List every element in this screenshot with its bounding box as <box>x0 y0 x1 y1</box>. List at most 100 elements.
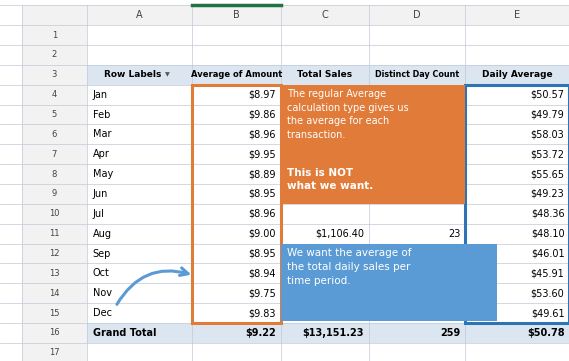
Text: $8.95: $8.95 <box>248 189 276 199</box>
Bar <box>369 65 465 85</box>
Bar <box>22 25 87 45</box>
Bar <box>22 5 87 25</box>
Text: C: C <box>321 10 328 20</box>
Text: Apr: Apr <box>93 149 110 159</box>
Text: B: B <box>233 10 240 20</box>
Bar <box>87 303 192 323</box>
Bar <box>465 25 569 45</box>
Bar <box>87 323 192 343</box>
Text: Oct: Oct <box>93 268 110 278</box>
Bar <box>22 264 87 283</box>
Text: Average of Amount: Average of Amount <box>191 70 282 79</box>
Text: Aug: Aug <box>93 229 112 239</box>
Text: $9.83: $9.83 <box>249 308 276 318</box>
Bar <box>369 184 465 204</box>
Text: $1,106.40: $1,106.40 <box>315 229 364 239</box>
Text: 13: 13 <box>49 269 60 278</box>
Bar <box>281 244 369 264</box>
Bar <box>22 224 87 244</box>
Bar <box>87 343 192 361</box>
Text: We want the average of
the total daily sales per
time period.: We want the average of the total daily s… <box>287 248 412 286</box>
Bar <box>22 283 87 303</box>
Bar <box>87 184 192 204</box>
Text: 5: 5 <box>52 110 57 119</box>
Bar <box>22 323 87 343</box>
Bar <box>281 184 369 204</box>
Bar <box>192 25 281 45</box>
Text: The regular Average
calculation type gives us
the average for each
transaction.: The regular Average calculation type giv… <box>287 89 409 140</box>
Bar <box>281 125 369 144</box>
Text: $48.10: $48.10 <box>531 229 564 239</box>
Text: A: A <box>137 10 143 20</box>
Bar <box>281 323 369 343</box>
Text: $9.75: $9.75 <box>248 288 276 298</box>
Text: $49.79: $49.79 <box>531 109 564 119</box>
Text: 16: 16 <box>49 329 60 338</box>
Bar <box>192 323 281 343</box>
Bar <box>22 303 87 323</box>
Text: 9: 9 <box>52 190 57 199</box>
Bar <box>22 45 87 65</box>
Bar <box>465 303 569 323</box>
Text: Grand Total: Grand Total <box>93 328 156 338</box>
Text: Total Sales: Total Sales <box>297 70 352 79</box>
Bar <box>281 303 369 323</box>
Bar <box>192 264 281 283</box>
Bar <box>281 105 369 125</box>
Bar <box>465 5 569 25</box>
Bar <box>87 244 192 264</box>
Text: ▼: ▼ <box>164 72 170 77</box>
Text: $9.86: $9.86 <box>249 109 276 119</box>
Bar <box>22 264 87 283</box>
Bar <box>192 283 281 303</box>
Bar <box>281 45 369 65</box>
Bar <box>87 144 192 164</box>
Bar <box>465 323 569 343</box>
Bar <box>87 264 192 283</box>
Text: $49.23: $49.23 <box>531 189 564 199</box>
Text: Distinct Day Count: Distinct Day Count <box>375 70 459 79</box>
Text: Sep: Sep <box>93 248 111 258</box>
Text: $8.96: $8.96 <box>249 209 276 219</box>
Text: $48.36: $48.36 <box>531 209 564 219</box>
Bar <box>369 105 465 125</box>
Bar <box>369 303 465 323</box>
Bar <box>87 45 192 65</box>
Bar <box>369 5 465 25</box>
Bar <box>369 283 465 303</box>
Bar <box>465 204 569 224</box>
Bar <box>192 164 281 184</box>
Bar <box>22 343 87 361</box>
Text: 12: 12 <box>49 249 60 258</box>
Bar <box>192 244 281 264</box>
Bar <box>465 164 569 184</box>
Text: 2: 2 <box>52 51 57 60</box>
Text: 17: 17 <box>49 348 60 357</box>
Bar <box>22 184 87 204</box>
Bar <box>192 343 281 361</box>
Text: 11: 11 <box>49 229 60 238</box>
Bar <box>22 25 87 45</box>
Bar <box>192 184 281 204</box>
Text: 3: 3 <box>52 70 57 79</box>
Bar <box>281 204 369 224</box>
Bar <box>369 244 465 264</box>
Text: $53.72: $53.72 <box>530 149 564 159</box>
Text: $50.57: $50.57 <box>530 90 564 100</box>
Bar <box>369 323 465 343</box>
Bar <box>22 184 87 204</box>
Bar <box>281 85 369 105</box>
Bar <box>22 105 87 125</box>
Bar <box>281 5 369 25</box>
Bar <box>192 5 281 25</box>
Text: $13,151.23: $13,151.23 <box>303 328 364 338</box>
Text: $49.61: $49.61 <box>531 308 564 318</box>
Text: Feb: Feb <box>93 109 110 119</box>
Bar <box>22 283 87 303</box>
Bar <box>369 264 465 283</box>
Bar <box>192 323 281 343</box>
Bar <box>87 65 192 85</box>
Text: 1: 1 <box>52 31 57 40</box>
Bar <box>369 224 465 244</box>
Bar <box>369 5 465 25</box>
